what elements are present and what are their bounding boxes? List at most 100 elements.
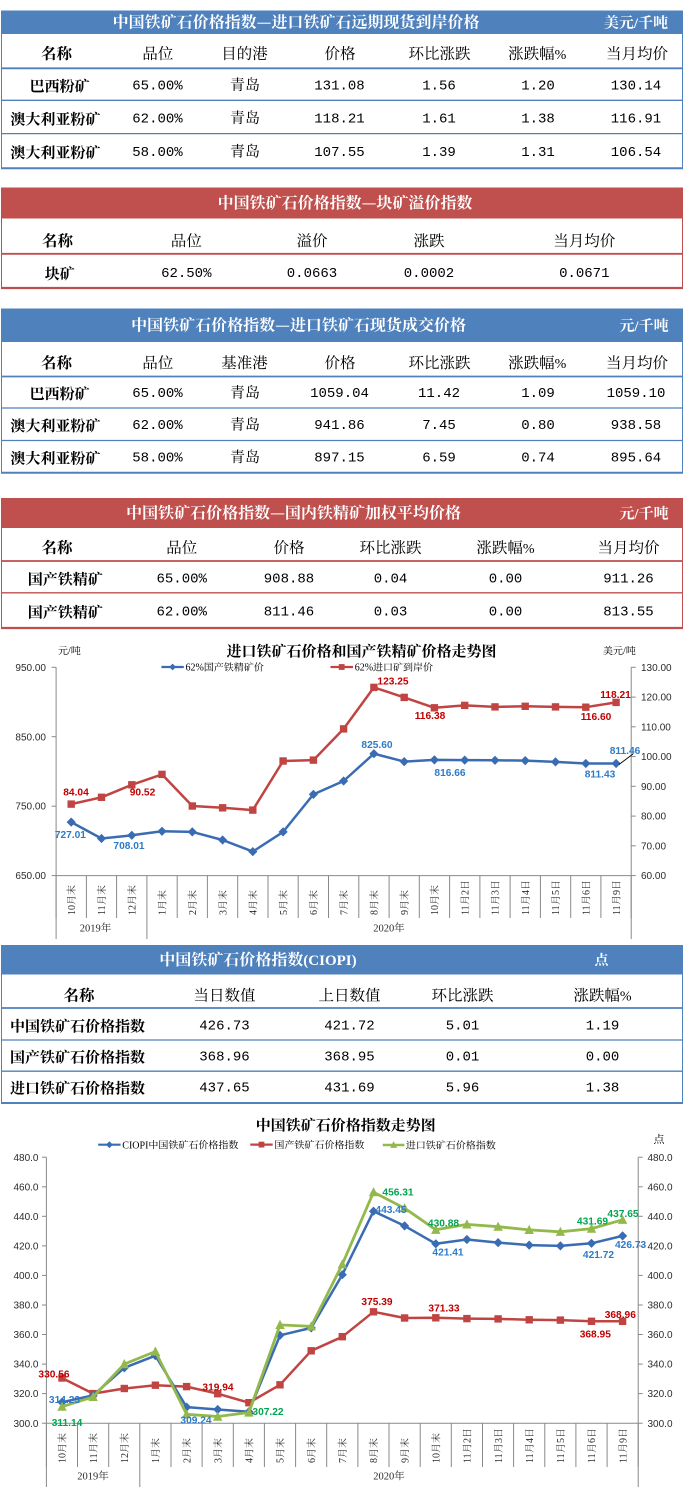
svg-text:368.95: 368.95 [324, 1050, 374, 1066]
svg-text:443.45: 443.45 [375, 1205, 406, 1216]
svg-text:1059.04: 1059.04 [310, 386, 369, 402]
svg-text:400.0: 400.0 [648, 1271, 673, 1282]
svg-text:58.00%: 58.00% [132, 451, 183, 467]
svg-text:908.88: 908.88 [264, 572, 314, 588]
svg-text:2020: 2020 [373, 1471, 394, 1482]
svg-text:421.72: 421.72 [324, 1019, 374, 1035]
svg-text:1.56: 1.56 [422, 79, 456, 95]
svg-text:0.00: 0.00 [586, 1050, 620, 1066]
svg-text:0.00: 0.00 [489, 605, 523, 621]
svg-text:420.0: 420.0 [13, 1241, 38, 1252]
svg-text:62.50%: 62.50% [161, 266, 212, 282]
svg-text:116.38: 116.38 [415, 711, 446, 722]
svg-text:8: 8 [370, 910, 381, 915]
svg-text:CIOPI: CIOPI [122, 1140, 148, 1151]
svg-text:3: 3 [494, 1438, 505, 1443]
svg-text:4: 4 [245, 1458, 256, 1463]
svg-text:400.0: 400.0 [13, 1271, 38, 1282]
svg-text:330.56: 330.56 [38, 1370, 69, 1381]
svg-text:11: 11 [551, 905, 562, 915]
svg-text:7: 7 [338, 1458, 349, 1463]
svg-text:440.0: 440.0 [648, 1212, 673, 1223]
svg-text:319.94: 319.94 [202, 1383, 233, 1394]
svg-text:130.00: 130.00 [641, 663, 672, 674]
svg-text:1.19: 1.19 [586, 1019, 620, 1035]
svg-text:5: 5 [276, 1458, 287, 1463]
svg-text:6: 6 [309, 910, 320, 915]
svg-text:11: 11 [618, 1453, 629, 1463]
svg-text:3: 3 [491, 890, 502, 895]
svg-text:307.22: 307.22 [252, 1407, 283, 1418]
svg-text:727.01: 727.01 [55, 830, 86, 841]
svg-text:431.69: 431.69 [324, 1081, 374, 1097]
svg-text:%: % [620, 990, 632, 1005]
svg-text:813.55: 813.55 [603, 605, 653, 621]
svg-text:1059.10: 1059.10 [607, 386, 666, 402]
svg-text:430.88: 430.88 [428, 1219, 459, 1230]
svg-text:340.0: 340.0 [13, 1360, 38, 1371]
svg-text:1.20: 1.20 [521, 79, 555, 95]
svg-text:0.03: 0.03 [374, 605, 408, 621]
svg-text:360.0: 360.0 [648, 1330, 673, 1341]
svg-text:309.24: 309.24 [180, 1416, 211, 1427]
svg-text:7: 7 [339, 910, 350, 915]
svg-text:375.39: 375.39 [361, 1297, 392, 1308]
svg-text:106.54: 106.54 [611, 145, 661, 161]
svg-text:10: 10 [430, 905, 441, 915]
svg-text:825.60: 825.60 [361, 740, 392, 751]
svg-text:1.39: 1.39 [422, 145, 456, 161]
svg-text:320.0: 320.0 [13, 1389, 38, 1400]
svg-text:11: 11 [525, 1453, 536, 1463]
svg-text:100.00: 100.00 [641, 752, 672, 763]
svg-text:5: 5 [556, 1438, 567, 1443]
svg-text:0.0663: 0.0663 [287, 266, 337, 282]
svg-text:11: 11 [612, 905, 623, 915]
svg-text:320.0: 320.0 [648, 1389, 673, 1400]
svg-text:431.69: 431.69 [577, 1217, 608, 1228]
svg-text:58.00%: 58.00% [132, 145, 183, 161]
svg-text:5: 5 [551, 890, 562, 895]
svg-text:650.00: 650.00 [15, 871, 46, 882]
svg-text:850.00: 850.00 [15, 732, 46, 743]
svg-text:371.33: 371.33 [428, 1304, 459, 1315]
svg-text:110.00: 110.00 [641, 722, 671, 733]
svg-text:/: / [633, 507, 639, 523]
svg-text:816.66: 816.66 [434, 768, 465, 779]
svg-text:2: 2 [463, 1438, 474, 1443]
svg-text:5.01: 5.01 [446, 1019, 480, 1035]
svg-text:62.00%: 62.00% [132, 112, 183, 128]
svg-text:0.00: 0.00 [489, 572, 523, 588]
svg-text:62%: 62% [186, 663, 204, 674]
svg-text:426.73: 426.73 [615, 1240, 646, 1251]
svg-text:480.0: 480.0 [13, 1153, 38, 1164]
svg-text:1: 1 [158, 910, 169, 915]
svg-text:(CIOPI): (CIOPI) [303, 953, 356, 969]
svg-text:314.23: 314.23 [49, 1395, 80, 1406]
svg-text:2: 2 [188, 910, 199, 915]
svg-text:440.0: 440.0 [13, 1212, 38, 1223]
svg-text:/: / [623, 646, 626, 657]
svg-text:941.86: 941.86 [314, 418, 364, 434]
svg-text:938.58: 938.58 [611, 418, 661, 434]
svg-text:420.0: 420.0 [648, 1241, 673, 1252]
svg-text:10: 10 [58, 1453, 69, 1463]
svg-text:11: 11 [97, 905, 108, 915]
svg-text:6: 6 [307, 1458, 318, 1463]
svg-text:368.95: 368.95 [580, 1330, 611, 1341]
svg-text:5.96: 5.96 [446, 1081, 480, 1097]
svg-text:/: / [633, 16, 639, 32]
svg-text:2: 2 [460, 890, 471, 895]
svg-text:6: 6 [587, 1438, 598, 1443]
svg-text:%: % [555, 48, 567, 63]
svg-text:123.25: 123.25 [377, 677, 408, 688]
svg-text:90.52: 90.52 [130, 787, 156, 798]
svg-text:708.01: 708.01 [113, 841, 144, 852]
svg-text:368.96: 368.96 [605, 1310, 636, 1321]
svg-text:300.0: 300.0 [648, 1419, 673, 1430]
svg-text:11: 11 [463, 1453, 474, 1463]
svg-text:9: 9 [618, 1438, 629, 1443]
svg-text:84.04: 84.04 [63, 787, 89, 798]
svg-text:480.0: 480.0 [648, 1153, 673, 1164]
svg-text:437.65: 437.65 [607, 1209, 638, 1220]
svg-text:65.00%: 65.00% [132, 79, 183, 95]
